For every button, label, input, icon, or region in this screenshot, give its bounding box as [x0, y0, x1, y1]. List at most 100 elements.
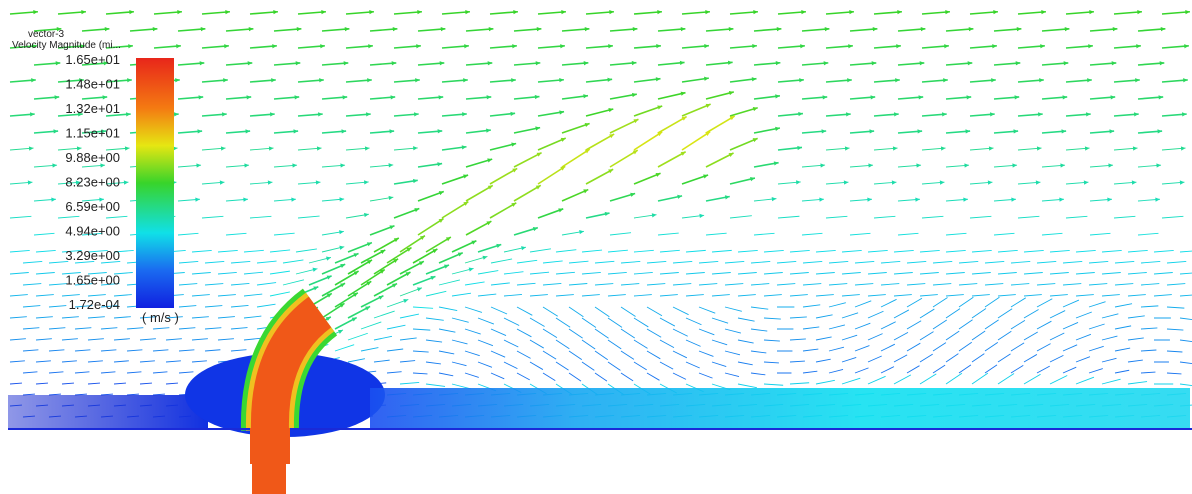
arrow-head — [1132, 146, 1138, 151]
velocity-arrow — [503, 339, 519, 348]
velocity-arrow — [542, 328, 558, 339]
velocity-arrow — [919, 249, 940, 253]
velocity-arrow — [763, 249, 784, 253]
arrow-head — [896, 44, 901, 49]
arrow-head — [367, 78, 372, 83]
velocity-arrow — [1075, 272, 1095, 275]
velocity-arrow — [867, 355, 882, 363]
velocity-arrow — [789, 360, 805, 363]
arrow-head — [100, 163, 106, 168]
arrow-head — [897, 9, 902, 15]
velocity-arrow — [815, 379, 835, 385]
velocity-arrow — [489, 167, 518, 185]
arrow-head — [295, 61, 301, 66]
arrow-head — [54, 95, 60, 100]
velocity-arrow — [984, 364, 998, 374]
velocity-arrow — [581, 317, 597, 328]
velocity-arrow — [386, 371, 402, 374]
velocity-arrow — [477, 293, 497, 297]
velocity-arrow — [897, 232, 919, 236]
velocity-arrow — [490, 372, 505, 380]
arrow-head — [482, 255, 488, 260]
velocity-arrow — [1075, 249, 1096, 253]
arrow-head — [366, 242, 372, 247]
arrow-head — [1111, 61, 1117, 66]
arrow-head — [1011, 197, 1016, 202]
velocity-arrow — [789, 272, 809, 275]
velocity-arrow — [737, 361, 753, 366]
arrow-head — [437, 129, 443, 134]
velocity-arrow — [1140, 283, 1160, 286]
velocity-arrow — [568, 260, 589, 264]
arrow-head — [728, 90, 734, 96]
velocity-arrow — [503, 293, 522, 297]
velocity-arrow — [74, 349, 91, 352]
arrow-head — [273, 9, 278, 15]
velocity-arrow — [345, 10, 374, 15]
velocity-arrow — [1101, 272, 1121, 275]
velocity-arrow — [958, 296, 974, 308]
arrow-head — [771, 196, 777, 202]
arrow-head — [403, 298, 409, 303]
arrow-head — [1036, 146, 1042, 151]
velocity-arrow — [607, 249, 628, 253]
vector-arrows — [9, 9, 1192, 418]
velocity-arrow — [672, 328, 688, 337]
velocity-arrow — [1140, 349, 1157, 352]
velocity-arrow — [490, 282, 510, 286]
velocity-arrow — [681, 174, 709, 185]
legend-label: 1.48e+01 — [65, 77, 120, 92]
velocity-arrow — [971, 372, 989, 385]
arrow-head — [821, 129, 827, 134]
velocity-arrow — [815, 314, 833, 319]
arrow-head — [1037, 112, 1043, 117]
arrow-head — [1084, 146, 1090, 151]
velocity-arrow — [581, 361, 595, 371]
velocity-arrow — [113, 338, 130, 341]
arrow-head — [680, 151, 686, 156]
velocity-arrow — [620, 350, 635, 360]
velocity-arrow — [789, 249, 810, 253]
velocity-arrow — [659, 272, 679, 275]
velocity-arrow — [984, 261, 1005, 264]
velocity-arrow — [685, 361, 700, 369]
velocity-arrow — [789, 316, 807, 319]
arrow-head — [724, 195, 730, 200]
velocity-arrow — [646, 260, 667, 264]
velocity-arrow — [1049, 354, 1064, 363]
arrow-head — [339, 197, 345, 202]
velocity-arrow — [1140, 305, 1159, 308]
arrow-head — [81, 9, 86, 15]
arrow-head — [561, 9, 566, 15]
velocity-arrow — [334, 344, 355, 352]
velocity-arrow — [993, 232, 1015, 236]
arrow-head — [867, 197, 872, 202]
velocity-arrow — [698, 283, 718, 286]
arrow-head — [704, 76, 709, 81]
arrow-head — [820, 163, 826, 168]
velocity-arrow — [802, 283, 822, 286]
velocity-arrow — [441, 201, 469, 219]
velocity-arrow — [9, 10, 38, 15]
velocity-arrow — [1023, 294, 1042, 297]
velocity-arrow — [841, 377, 861, 385]
velocity-arrow — [217, 272, 237, 275]
arrow-head — [632, 27, 638, 32]
velocity-arrow — [594, 328, 609, 339]
velocity-arrow — [685, 339, 701, 347]
velocity-arrow — [802, 348, 819, 352]
velocity-arrow — [1023, 249, 1044, 253]
velocity-arrow — [347, 280, 372, 297]
velocity-arrow — [1023, 373, 1041, 385]
arrow-head — [326, 293, 332, 298]
velocity-arrow — [585, 10, 614, 15]
arrow-head — [799, 78, 804, 83]
arrow-head — [1014, 95, 1020, 100]
velocity-arrow — [919, 373, 937, 385]
velocity-arrow — [48, 305, 67, 308]
velocity-arrow — [828, 261, 849, 264]
velocity-arrow — [204, 327, 222, 330]
arrow-head — [657, 131, 663, 137]
velocity-arrow — [1140, 261, 1161, 264]
